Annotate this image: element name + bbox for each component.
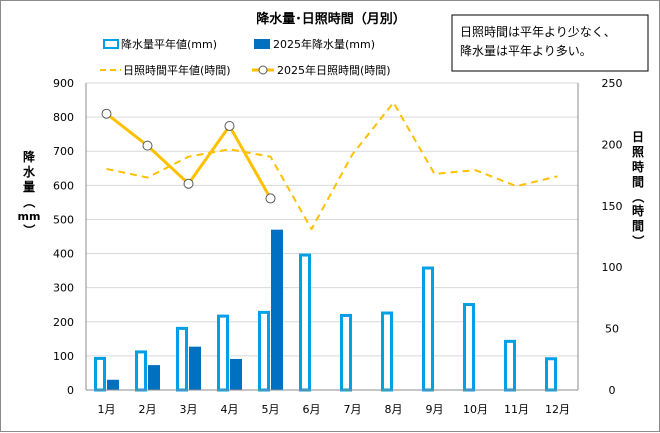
- bar-normal-precip: [463, 303, 475, 392]
- sunshine-2025-marker: [265, 193, 276, 204]
- bar-normal-precip: [258, 310, 270, 392]
- right-tick-label: 100: [602, 261, 623, 274]
- gridlines: [86, 82, 578, 357]
- legend-swatch-2025-precip: [254, 39, 270, 49]
- lines: [101, 101, 558, 231]
- left-tick-labels: 0 100 200 300 400 500 600 700 800 900: [53, 77, 74, 397]
- right-axis-label: 日照時間（時間）: [631, 130, 646, 247]
- chart-title: 降水量･日照時間（月別）: [256, 11, 406, 27]
- left-tick-label: 500: [53, 213, 74, 226]
- right-axis-label-char: （: [631, 191, 646, 203]
- right-axis-label-char: 間: [632, 175, 644, 189]
- left-tick-label: 400: [53, 248, 74, 261]
- bar-2025-precip: [271, 229, 283, 390]
- x-tick-label: 3月: [180, 403, 198, 416]
- right-tick-labels: 0 50 100 150 200 250: [602, 77, 623, 397]
- bar-normal-precip: [340, 313, 352, 392]
- right-tick-label: 50: [605, 323, 619, 336]
- left-axis-label: 降水量 （ mm）: [18, 149, 41, 236]
- right-axis-label-char: 照: [632, 144, 644, 159]
- annotation-border: [451, 14, 649, 72]
- legend-marker-2025-sunshine: [258, 65, 268, 75]
- x-tick-label: 5月: [262, 403, 280, 416]
- left-tick-label: 0: [67, 384, 74, 397]
- bar-normal-precip: [504, 339, 516, 392]
- sunshine-2025-marker: [183, 178, 194, 189]
- legend-swatch-normal-precip: [103, 39, 119, 49]
- left-tick-label: 600: [53, 179, 74, 192]
- left-axis-label-char: ）: [22, 224, 37, 236]
- right-tick-label: 0: [609, 384, 616, 397]
- left-tick-label: 900: [53, 77, 74, 90]
- bar-2025-precip: [189, 346, 201, 390]
- bar-normal-precip: [299, 253, 311, 392]
- x-tick-label: 6月: [303, 403, 321, 416]
- left-axis-label-char: 降: [23, 149, 36, 164]
- sunshine-2025-marker: [142, 140, 153, 151]
- left-tick-label: 200: [53, 316, 74, 329]
- bar-2025-precip: [107, 379, 119, 390]
- x-tick-label: 9月: [426, 403, 444, 416]
- right-axis-label-char: 間: [632, 219, 644, 233]
- x-tick-label: 1月: [98, 403, 116, 416]
- bar-2025-precip: [148, 365, 160, 390]
- line-normal-sunshine: [106, 101, 558, 231]
- left-tick-label: 800: [53, 111, 74, 124]
- legend-label-normal-precip: 降水量平年値(mm): [121, 37, 217, 51]
- left-axis-label-char: （: [22, 196, 37, 208]
- annotation-box: 日照時間は平年より少なく、降水量は平年より多い。: [451, 14, 649, 72]
- legend: 降水量平年値(mm) 2025年降水量(mm) 日照時間平年値(時間) 2025年日照…: [100, 37, 391, 77]
- bar-normal-precip: [545, 357, 557, 392]
- left-axis-label-char: mm: [18, 210, 41, 223]
- annotation-line: 日照時間は平年より少なく、: [460, 25, 616, 39]
- sunshine-2025-marker: [101, 108, 112, 119]
- legend-label-2025-sunshine: 2025年日照時間(時間): [277, 63, 391, 77]
- bar-normal-precip: [94, 356, 106, 392]
- annotation-line: 降水量は平年より多い。: [460, 44, 592, 58]
- x-tick-labels: 1月 2月 3月 4月 5月 6月 7月 8月 9月 10月 11月 12月: [98, 403, 571, 416]
- bar-normal-precip: [217, 314, 229, 392]
- left-tick-label: 700: [53, 145, 74, 158]
- legend-label-normal-sunshine: 日照時間平年値(時間): [123, 63, 231, 77]
- x-tick-label: 12月: [545, 403, 570, 416]
- bar-normal-precip: [422, 266, 434, 392]
- right-axis-label-char: 時: [632, 159, 644, 174]
- x-tick-label: 11月: [504, 403, 529, 416]
- left-axis-label-char: 量: [23, 180, 35, 194]
- x-tick-label: 10月: [463, 403, 488, 416]
- axes: [85, 83, 579, 391]
- right-tick-label: 250: [602, 77, 623, 90]
- right-tick-label: 150: [602, 200, 623, 213]
- left-axis-label-char: 水: [23, 164, 36, 179]
- left-tick-label: 300: [53, 282, 74, 295]
- sunshine-2025-marker: [224, 120, 235, 131]
- legend-label-2025-precip: 2025年降水量(mm): [273, 37, 375, 51]
- right-axis-label-char: 時: [632, 203, 644, 218]
- bar-2025-precip: [230, 358, 242, 390]
- right-axis-label-char: 日: [632, 130, 644, 144]
- x-tick-label: 8月: [385, 403, 403, 416]
- x-tick-label: 4月: [221, 403, 239, 416]
- right-tick-label: 200: [602, 138, 623, 151]
- left-tick-label: 100: [53, 350, 74, 363]
- x-tick-label: 2月: [139, 403, 157, 416]
- bar-normal-precip: [135, 350, 147, 392]
- bar-normal-precip: [176, 326, 188, 392]
- bar-normal-precip: [381, 311, 393, 392]
- right-axis-label-char: ）: [631, 235, 646, 247]
- x-tick-label: 7月: [344, 403, 362, 416]
